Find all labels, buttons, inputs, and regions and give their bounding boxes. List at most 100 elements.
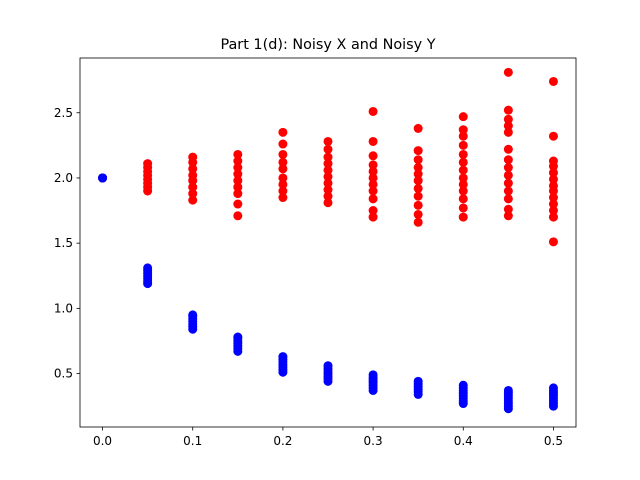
series-1-point-54 (368, 160, 378, 170)
series-1-point-46 (323, 136, 333, 146)
series-1-point-103 (548, 174, 558, 184)
y-tick-label-3: 2.0 (54, 171, 73, 185)
series-2-point-37 (323, 361, 333, 371)
series-1-point-40 (323, 178, 333, 188)
series-1-point-72 (458, 186, 468, 196)
series-1-point-33 (278, 157, 288, 167)
series-1-point-60 (413, 200, 423, 210)
series-1-point-69 (458, 212, 468, 222)
series-1-point-85 (503, 186, 513, 196)
series-1-point-53 (368, 166, 378, 176)
series-1-point-65 (413, 163, 423, 173)
series-1-point-52 (368, 173, 378, 183)
series-1-point-18 (188, 152, 198, 162)
series-1-point-22 (233, 182, 243, 192)
series-1-point-51 (368, 179, 378, 189)
y-tick-label-2: 1.5 (54, 236, 73, 250)
series-1-point-68 (413, 123, 423, 133)
series-1-point-95 (503, 67, 513, 77)
series-1-point-15 (188, 170, 198, 180)
series-1-point-37 (323, 198, 333, 208)
x-tick-label-2: 0.2 (273, 434, 292, 448)
series-1-point-78 (458, 140, 468, 150)
series-1-point-66 (413, 155, 423, 165)
series-1-point-63 (413, 176, 423, 186)
series-1-point-16 (188, 164, 198, 174)
series-2-point-66 (503, 385, 513, 395)
x-tick-label-4: 0.4 (454, 434, 473, 448)
series-1-point-48 (368, 206, 378, 216)
series-1-point-86 (503, 178, 513, 188)
series-1-point-57 (368, 106, 378, 116)
series-1-point-38 (323, 191, 333, 201)
series-1-point-12 (188, 189, 198, 199)
series-1-point-43 (323, 159, 333, 169)
series-2-point-9 (143, 263, 153, 273)
series-1-point-50 (368, 186, 378, 196)
series-1-point-106 (548, 156, 558, 166)
series-1-point-96 (548, 237, 558, 247)
series-1-point-93 (503, 114, 513, 124)
series-1-point-71 (458, 194, 468, 204)
series-1-point-82 (503, 211, 513, 221)
series-1-point-84 (503, 194, 513, 204)
points-layer (98, 67, 558, 414)
series-1-point-23 (233, 176, 243, 186)
series-1-point-74 (458, 173, 468, 183)
series-1-point-107 (548, 131, 558, 141)
series-1-point-83 (503, 204, 513, 214)
series-1-point-81 (458, 112, 468, 122)
series-1-point-39 (323, 185, 333, 195)
series-1-point-21 (233, 189, 243, 199)
series-1-point-35 (278, 139, 288, 149)
x-tick-label-5: 0.5 (544, 434, 563, 448)
series-1-point-73 (458, 179, 468, 189)
series-1-point-13 (188, 182, 198, 192)
series-1-point-20 (233, 199, 243, 209)
series-1-point-88 (503, 163, 513, 173)
series-1-point-91 (503, 127, 513, 137)
y-tick-label-0: 0.5 (54, 367, 73, 381)
series-1-point-75 (458, 165, 468, 175)
x-tick-label-0: 0.0 (93, 434, 112, 448)
series-1-point-59 (413, 209, 423, 219)
series-1-point-49 (368, 194, 378, 204)
series-2-point-74 (548, 383, 558, 393)
x-tick-label-1: 0.1 (183, 434, 202, 448)
series-1-point-30 (278, 179, 288, 189)
series-2-point-58 (458, 380, 468, 390)
series-1-point-77 (458, 149, 468, 159)
y-tick-label-1: 1.0 (54, 301, 73, 315)
series-1-point-19 (233, 211, 243, 221)
series-1-point-100 (548, 193, 558, 203)
series-1-point-44 (323, 152, 333, 162)
series-1-point-41 (323, 172, 333, 182)
series-1-point-24 (233, 169, 243, 179)
series-1-point-32 (278, 164, 288, 174)
series-1-point-67 (413, 146, 423, 156)
series-1-point-28 (278, 193, 288, 203)
series-1-point-58 (413, 217, 423, 227)
series-1-point-99 (548, 199, 558, 209)
series-1-point-64 (413, 169, 423, 179)
series-2-point-50 (413, 376, 423, 386)
series-1-point-45 (323, 144, 333, 154)
series-1-point-108 (548, 76, 558, 86)
series-1-point-26 (233, 156, 243, 166)
series-1-point-61 (413, 191, 423, 201)
series-1-point-11 (188, 195, 198, 205)
series-1-point-104 (548, 168, 558, 178)
series-1-point-31 (278, 173, 288, 183)
y-tick-label-4: 2.5 (54, 106, 73, 120)
series-1-point-62 (413, 183, 423, 193)
chart-title: Part 1(d): Noisy X and Noisy Y (220, 37, 435, 53)
series-2-point-2 (98, 173, 108, 183)
series-1-point-94 (503, 105, 513, 115)
series-1-point-92 (503, 121, 513, 131)
series-1-point-55 (368, 151, 378, 161)
series-1-point-98 (548, 206, 558, 216)
series-1-point-90 (503, 144, 513, 154)
series-2-point-44 (368, 370, 378, 380)
series-1-point-102 (548, 181, 558, 191)
